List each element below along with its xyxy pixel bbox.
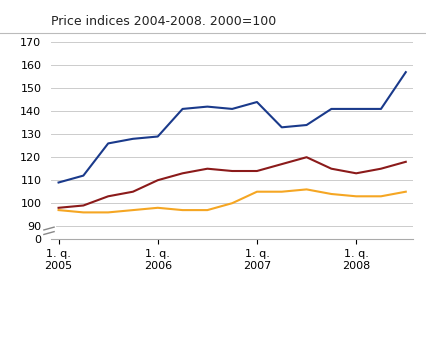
Text: Price indices 2004-2008. 2000=100: Price indices 2004-2008. 2000=100 [51, 15, 276, 28]
